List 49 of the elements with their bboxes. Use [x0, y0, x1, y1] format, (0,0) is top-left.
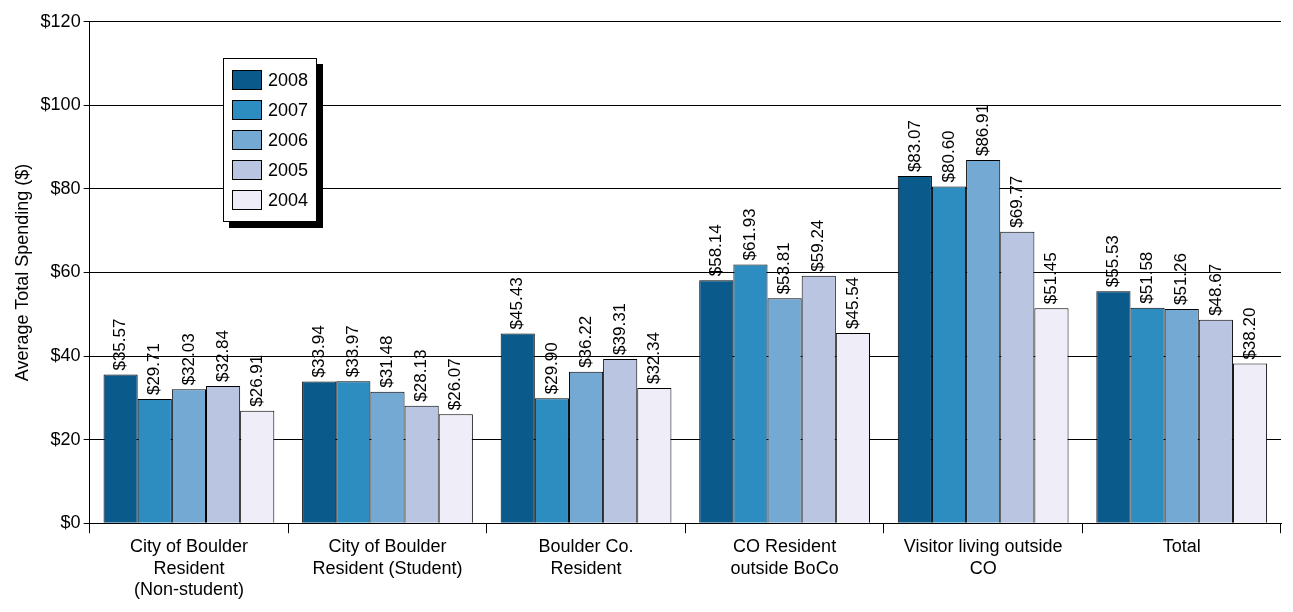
data-label: $83.07: [904, 120, 924, 173]
y-tick-label: $60: [50, 261, 81, 282]
data-label: $45.43: [507, 277, 527, 330]
x-tick-label: Boulder Co. Resident: [538, 535, 634, 578]
y-tick-label: $80: [50, 177, 81, 198]
data-label: $51.58: [1137, 251, 1157, 304]
y-tick-label: $20: [50, 428, 81, 449]
data-label: $45.54: [842, 276, 862, 329]
data-label: $32.84: [212, 329, 232, 382]
data-label: $33.97: [343, 325, 363, 378]
data-label: $59.24: [808, 219, 828, 272]
data-label: $29.90: [541, 342, 561, 395]
data-label: $35.57: [110, 318, 130, 371]
data-label: $38.20: [1239, 307, 1259, 360]
data-label: $58.14: [705, 224, 725, 277]
y-tick-label: $40: [50, 345, 81, 366]
data-label: $48.67: [1205, 263, 1225, 316]
data-label: $32.03: [178, 333, 198, 386]
data-label: $26.91: [246, 354, 266, 407]
data-label: $32.34: [644, 332, 664, 385]
x-tick-label: CO Resident outside BoCo: [730, 535, 839, 578]
legend-label: 2004: [268, 189, 309, 211]
data-label: $31.48: [377, 335, 397, 388]
y-tick-label: $100: [40, 94, 81, 115]
legend-label: 2006: [268, 129, 309, 151]
data-label: $86.91: [972, 104, 992, 157]
data-label: $80.60: [938, 130, 958, 183]
y-tick-label: $120: [40, 10, 81, 31]
data-label: $36.22: [575, 315, 595, 368]
data-label: $33.94: [308, 325, 328, 378]
data-label: $61.93: [740, 208, 760, 261]
data-label: $28.13: [411, 349, 431, 402]
y-tick-label: $0: [60, 512, 81, 533]
data-label: $51.45: [1041, 252, 1061, 305]
x-tick-label: Total: [1162, 535, 1201, 556]
data-label: $51.26: [1171, 253, 1191, 306]
y-axis-title: Average Total Spending ($): [11, 163, 32, 382]
legend-label: 2007: [268, 99, 309, 121]
data-label: $26.07: [445, 358, 465, 411]
x-tick-label: Visitor living outside CO: [903, 535, 1063, 578]
data-label: $55.53: [1103, 235, 1123, 288]
data-label: $69.77: [1007, 175, 1026, 228]
legend-label: 2008: [268, 69, 309, 91]
legend-label: 2005: [268, 159, 309, 181]
data-label: $39.31: [609, 302, 629, 355]
x-tick-label: City of Boulder Resident (Student): [312, 535, 463, 578]
data-label: $29.71: [144, 343, 164, 396]
x-tick-label: City of Boulder Resident (Non-student): [129, 535, 248, 600]
data-label: $53.81: [774, 242, 794, 295]
